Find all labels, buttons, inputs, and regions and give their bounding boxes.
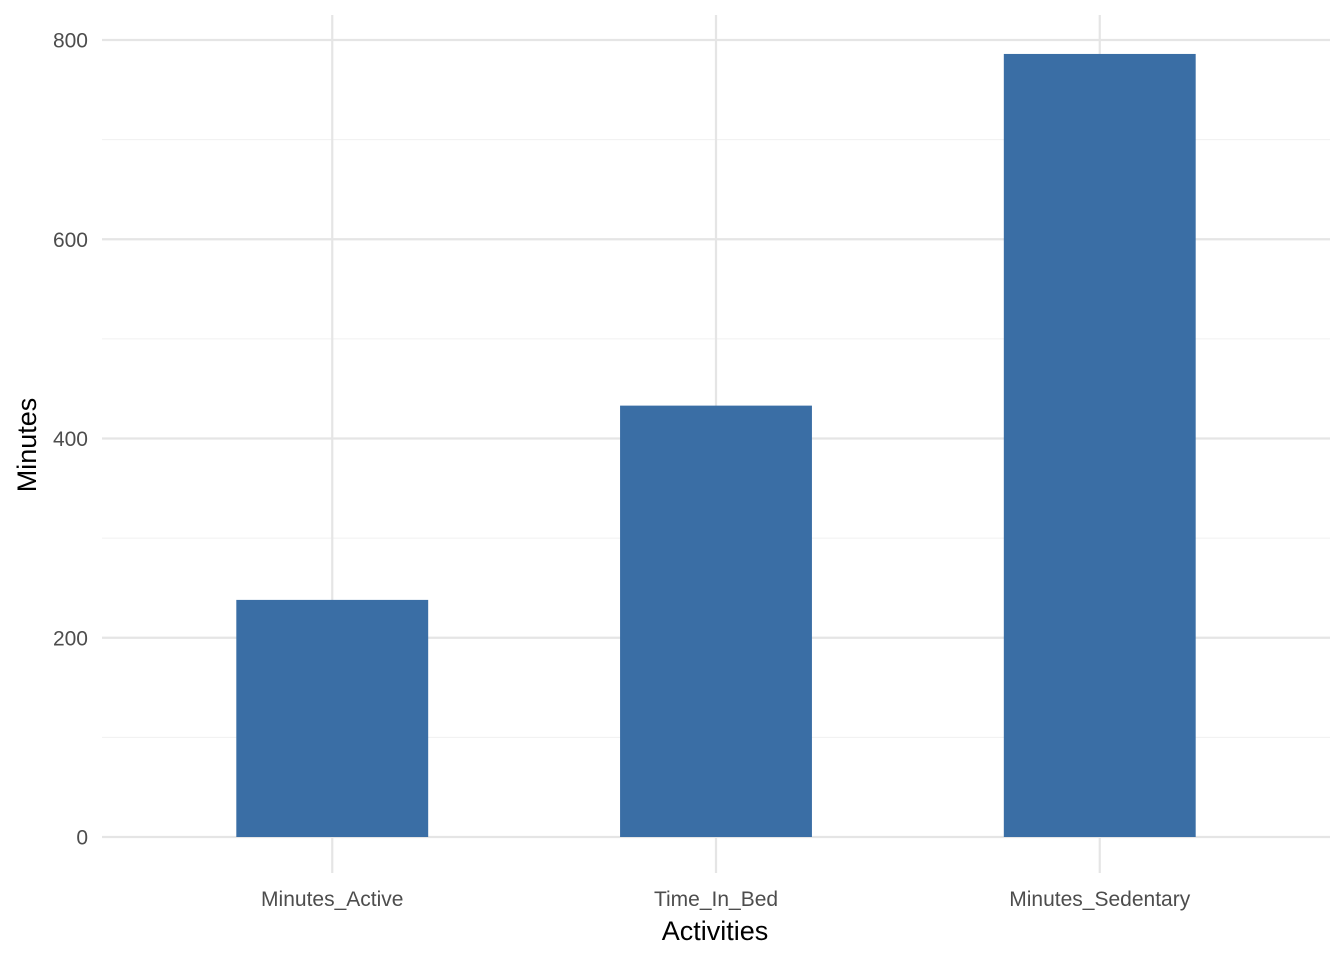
y-tick-label: 0 — [76, 827, 88, 850]
bar-minutes-sedentary — [1003, 53, 1196, 837]
y-tick-label: 200 — [53, 627, 88, 650]
x-tick-label: Minutes_Active — [261, 888, 403, 911]
bar-minutes-active — [236, 599, 429, 837]
x-tick-label: Time_In_Bed — [654, 888, 778, 911]
y-axis-title: Minutes — [12, 398, 42, 493]
y-tick-label: 600 — [53, 229, 88, 252]
x-tick-labels: Minutes_Active Time_In_Bed Minutes_Sedenta… — [261, 888, 1191, 911]
x-tick-label: Minutes_Sedentary — [1009, 888, 1190, 911]
bars — [236, 53, 1196, 837]
bar-time-in-bed — [620, 405, 812, 837]
y-tick-labels: 0 200 400 600 800 — [53, 30, 88, 850]
y-tick-label: 800 — [53, 30, 88, 53]
y-tick-label: 400 — [53, 428, 88, 451]
x-axis-title: Activities — [662, 916, 769, 946]
